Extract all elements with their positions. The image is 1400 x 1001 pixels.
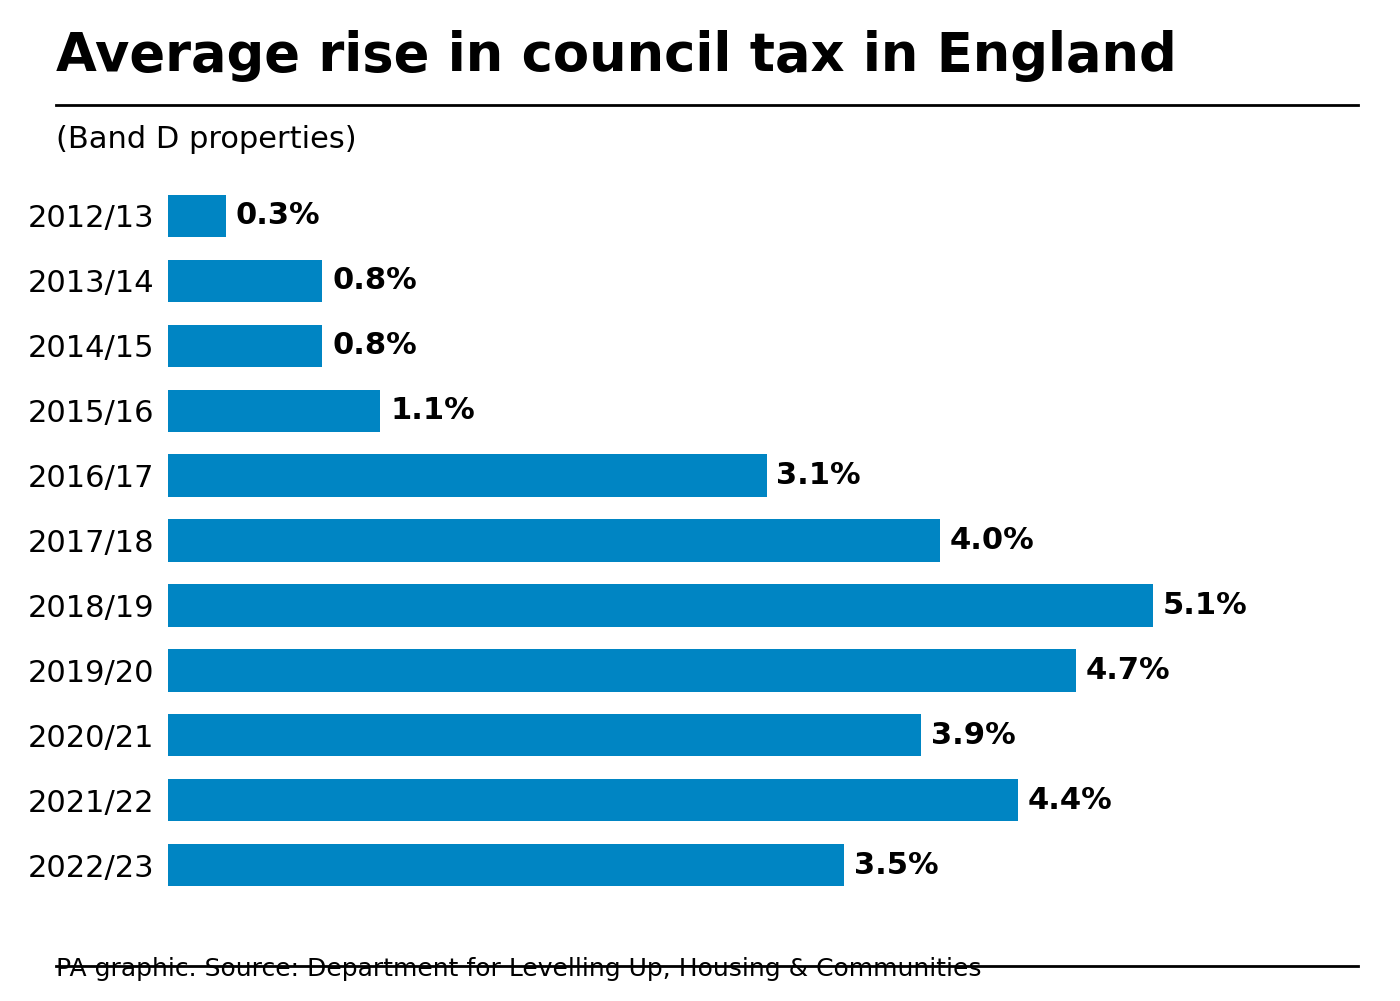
Text: 3.1%: 3.1% (776, 461, 861, 490)
Text: 0.8%: 0.8% (332, 331, 417, 360)
Bar (168, 520, 941, 562)
Bar (168, 195, 225, 237)
Text: 4.0%: 4.0% (951, 527, 1035, 555)
Text: 3.9%: 3.9% (931, 721, 1015, 750)
Bar (168, 650, 1075, 692)
Bar (168, 259, 322, 302)
Text: Average rise in council tax in England: Average rise in council tax in England (56, 30, 1177, 82)
Text: (Band D properties): (Band D properties) (56, 125, 357, 154)
Bar (168, 715, 921, 757)
Text: 1.1%: 1.1% (391, 396, 475, 425)
Bar (168, 844, 844, 886)
Text: 0.3%: 0.3% (235, 201, 321, 230)
Text: 0.8%: 0.8% (332, 266, 417, 295)
Text: 4.4%: 4.4% (1028, 786, 1112, 815)
Bar (168, 389, 381, 431)
Bar (168, 324, 322, 366)
Bar (168, 779, 1018, 822)
Bar (168, 454, 767, 496)
Text: 3.5%: 3.5% (854, 851, 938, 880)
Bar (168, 585, 1152, 627)
Text: 4.7%: 4.7% (1085, 656, 1170, 685)
Text: PA graphic. Source: Department for Levelling Up, Housing & Communities: PA graphic. Source: Department for Level… (56, 957, 981, 981)
Text: 5.1%: 5.1% (1162, 591, 1247, 620)
